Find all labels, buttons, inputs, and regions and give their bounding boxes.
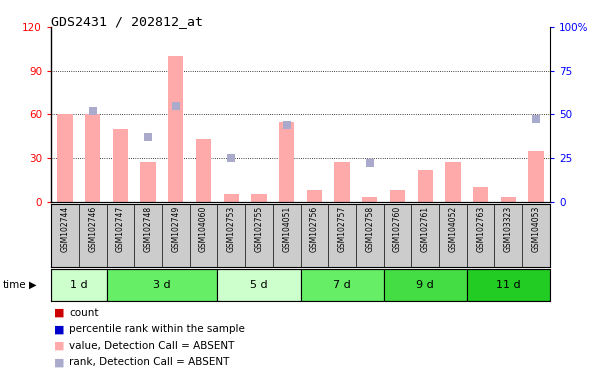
Text: ■: ■ — [54, 324, 64, 334]
Text: GSM102747: GSM102747 — [116, 205, 125, 252]
Text: 3 d: 3 d — [153, 280, 171, 290]
Text: 7 d: 7 d — [333, 280, 351, 290]
Bar — [334, 162, 350, 202]
Text: ■: ■ — [54, 358, 64, 367]
Text: GSM102761: GSM102761 — [421, 205, 430, 252]
Point — [227, 155, 236, 161]
Bar — [467, 269, 550, 301]
Text: rank, Detection Call = ABSENT: rank, Detection Call = ABSENT — [69, 358, 230, 367]
Bar — [390, 190, 405, 202]
Bar — [501, 197, 516, 202]
Bar — [113, 129, 128, 202]
Bar — [57, 114, 73, 202]
Text: GSM104053: GSM104053 — [531, 205, 540, 252]
Text: GSM104052: GSM104052 — [448, 205, 457, 252]
Text: GSM104051: GSM104051 — [282, 205, 291, 252]
Text: GSM102755: GSM102755 — [254, 205, 263, 252]
Bar — [528, 151, 544, 202]
Bar — [418, 170, 433, 202]
Text: GSM102757: GSM102757 — [338, 205, 347, 252]
Text: GDS2431 / 202812_at: GDS2431 / 202812_at — [51, 15, 203, 28]
Point — [88, 108, 97, 114]
Text: 9 d: 9 d — [416, 280, 434, 290]
Text: percentile rank within the sample: percentile rank within the sample — [69, 324, 245, 334]
Bar — [300, 269, 383, 301]
Text: 1 d: 1 d — [70, 280, 88, 290]
Text: GSM102756: GSM102756 — [310, 205, 319, 252]
Bar — [218, 269, 300, 301]
Point — [531, 116, 541, 122]
Text: 5 d: 5 d — [250, 280, 267, 290]
Bar — [279, 121, 294, 202]
Text: ▶: ▶ — [29, 280, 36, 290]
Text: count: count — [69, 308, 99, 318]
Bar — [473, 187, 488, 202]
Text: GSM102748: GSM102748 — [144, 205, 153, 252]
Text: GSM102758: GSM102758 — [365, 205, 374, 252]
Text: GSM102744: GSM102744 — [61, 205, 70, 252]
Bar — [85, 114, 100, 202]
Text: value, Detection Call = ABSENT: value, Detection Call = ABSENT — [69, 341, 234, 351]
Point — [282, 122, 291, 128]
Bar — [106, 269, 218, 301]
Text: GSM102763: GSM102763 — [476, 205, 485, 252]
Text: GSM102749: GSM102749 — [171, 205, 180, 252]
Bar — [307, 190, 322, 202]
Text: ■: ■ — [54, 341, 64, 351]
Bar — [168, 56, 183, 202]
Text: ■: ■ — [54, 308, 64, 318]
Bar — [362, 197, 377, 202]
Bar — [224, 194, 239, 202]
Bar — [51, 269, 106, 301]
Point — [365, 160, 374, 166]
Point — [143, 134, 153, 140]
Text: GSM103323: GSM103323 — [504, 205, 513, 252]
Point — [171, 103, 181, 109]
Bar — [445, 162, 460, 202]
Bar — [141, 162, 156, 202]
Bar — [196, 139, 211, 202]
Bar — [383, 269, 467, 301]
Text: GSM104060: GSM104060 — [199, 205, 208, 252]
Text: time: time — [3, 280, 26, 290]
Text: 11 d: 11 d — [496, 280, 520, 290]
Bar — [251, 194, 267, 202]
Text: GSM102746: GSM102746 — [88, 205, 97, 252]
Text: GSM102753: GSM102753 — [227, 205, 236, 252]
Text: GSM102760: GSM102760 — [393, 205, 402, 252]
